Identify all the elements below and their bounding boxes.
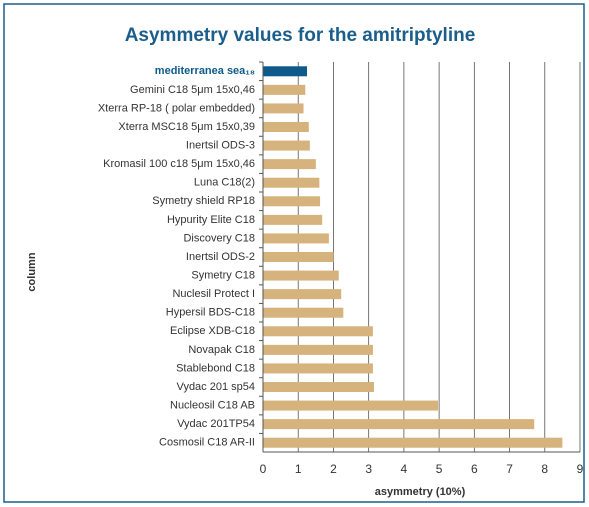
x-tick-label: 7 [506, 462, 513, 476]
y-tick-label: Nucleosil C18 AB [170, 399, 255, 411]
x-axis-label: asymmetry (10%) [375, 486, 466, 498]
bar [263, 196, 321, 207]
bar [263, 419, 535, 430]
y-tick-label: Cosmosil C18 AR-II [159, 437, 255, 449]
y-tick-label: Vydac 201TP54 [177, 418, 255, 430]
bar [263, 159, 316, 170]
y-tick-label: Kromasil 100 c18 5μm 15x0,46 [103, 158, 255, 170]
y-tick-label: Eclipse XDB-C18 [170, 325, 255, 337]
bar [263, 270, 339, 281]
x-tick-label: 8 [541, 462, 548, 476]
bar [263, 326, 373, 337]
y-tick-label: Gemini C18 5μm 15x0,46 [130, 84, 255, 96]
y-tick-label: Symetry shield RP18 [152, 195, 255, 207]
bar [263, 122, 309, 132]
y-tick-label: Novapak C18 [188, 344, 255, 356]
x-tick-label: 9 [577, 462, 584, 476]
y-tick-label: mediterranea sea₁₈ [155, 65, 255, 77]
bar [263, 84, 306, 95]
chart-title: Asymmetry values for the amitriptyline [125, 25, 476, 46]
bar [263, 66, 308, 77]
x-tick-label: 3 [365, 462, 372, 476]
bar [263, 363, 373, 374]
x-tick-label: 4 [401, 462, 408, 476]
y-tick-label: Xterra RP-18 ( polar embedded) [98, 102, 255, 114]
bar [263, 344, 373, 355]
y-tick-label: Stablebond C18 [176, 362, 255, 374]
y-tick-label: Nuclesil Protect I [172, 288, 255, 300]
y-tick-label: Hypersil BDS-C18 [166, 307, 255, 319]
y-tick-label: Hypurity Elite C18 [167, 214, 255, 226]
bar [263, 400, 439, 411]
bar [263, 103, 304, 114]
bar [263, 177, 320, 188]
bar [263, 437, 563, 448]
y-tick-label: Inertsil ODS-3 [186, 139, 255, 151]
bar [263, 252, 334, 262]
bar [263, 214, 323, 225]
y-tick-label: Symetry C18 [191, 269, 255, 281]
y-tick-label: Discovery C18 [183, 232, 255, 244]
x-tick-label: 5 [436, 462, 443, 476]
bar [263, 382, 374, 392]
bar [263, 289, 342, 300]
x-tick-label: 2 [330, 462, 337, 476]
y-tick-label: Xterra MSC18 5μm 15x0,39 [118, 121, 255, 133]
x-tick-label: 0 [260, 462, 267, 476]
x-tick-label: 1 [295, 462, 302, 476]
bar [263, 307, 344, 318]
bar [263, 233, 329, 244]
y-tick-label: Luna C18(2) [194, 177, 255, 189]
bar [263, 140, 310, 151]
y-tick-label: Vydac 201 sp54 [177, 381, 255, 393]
x-tick-label: 6 [471, 462, 478, 476]
y-tick-label: Inertsil ODS-2 [186, 251, 255, 263]
y-axis-label: column [26, 252, 38, 291]
